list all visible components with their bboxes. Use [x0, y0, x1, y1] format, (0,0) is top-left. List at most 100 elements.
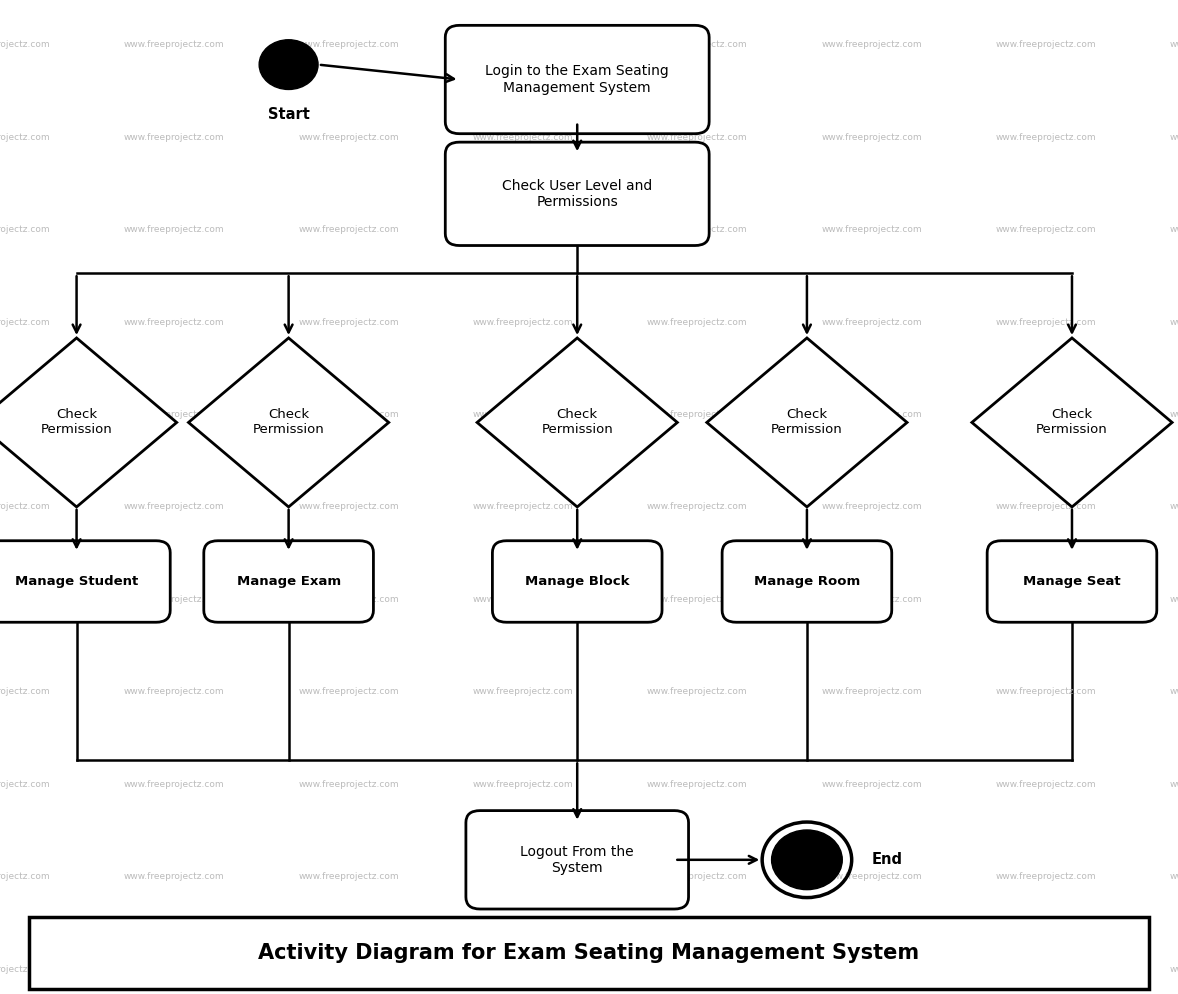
- Text: www.freeprojectz.com: www.freeprojectz.com: [0, 317, 51, 327]
- Text: Check
Permission: Check Permission: [41, 409, 112, 436]
- Text: www.freeprojectz.com: www.freeprojectz.com: [0, 132, 51, 142]
- Text: www.freeprojectz.com: www.freeprojectz.com: [0, 410, 51, 419]
- FancyBboxPatch shape: [29, 917, 1149, 989]
- FancyBboxPatch shape: [722, 541, 892, 622]
- Text: Start: Start: [267, 107, 310, 122]
- Text: www.freeprojectz.com: www.freeprojectz.com: [821, 317, 922, 327]
- Text: www.freeprojectz.com: www.freeprojectz.com: [472, 594, 574, 604]
- Text: Manage Block: Manage Block: [525, 575, 629, 588]
- Text: www.freeprojectz.com: www.freeprojectz.com: [472, 872, 574, 882]
- Text: www.freeprojectz.com: www.freeprojectz.com: [647, 687, 748, 697]
- Text: Check
Permission: Check Permission: [542, 409, 613, 436]
- Text: www.freeprojectz.com: www.freeprojectz.com: [821, 225, 922, 235]
- Text: www.freeprojectz.com: www.freeprojectz.com: [995, 779, 1097, 789]
- FancyBboxPatch shape: [987, 541, 1157, 622]
- Text: www.freeprojectz.com: www.freeprojectz.com: [647, 317, 748, 327]
- Polygon shape: [972, 338, 1172, 507]
- Circle shape: [259, 40, 318, 89]
- Text: www.freeprojectz.com: www.freeprojectz.com: [821, 872, 922, 882]
- Text: Manage Seat: Manage Seat: [1024, 575, 1120, 588]
- Text: www.freeprojectz.com: www.freeprojectz.com: [1170, 687, 1178, 697]
- Text: www.freeprojectz.com: www.freeprojectz.com: [0, 225, 51, 235]
- Text: Check
Permission: Check Permission: [772, 409, 842, 436]
- Circle shape: [772, 830, 842, 890]
- Text: Activity Diagram for Exam Seating Management System: Activity Diagram for Exam Seating Manage…: [258, 943, 920, 963]
- Text: www.freeprojectz.com: www.freeprojectz.com: [647, 594, 748, 604]
- Text: www.freeprojectz.com: www.freeprojectz.com: [821, 410, 922, 419]
- Text: www.freeprojectz.com: www.freeprojectz.com: [472, 502, 574, 512]
- Text: www.freeprojectz.com: www.freeprojectz.com: [1170, 132, 1178, 142]
- Text: www.freeprojectz.com: www.freeprojectz.com: [0, 964, 51, 974]
- Text: Manage Student: Manage Student: [15, 575, 138, 588]
- Text: www.freeprojectz.com: www.freeprojectz.com: [995, 40, 1097, 50]
- Text: www.freeprojectz.com: www.freeprojectz.com: [124, 40, 225, 50]
- Text: www.freeprojectz.com: www.freeprojectz.com: [298, 872, 399, 882]
- Text: www.freeprojectz.com: www.freeprojectz.com: [821, 594, 922, 604]
- FancyBboxPatch shape: [492, 541, 662, 622]
- Polygon shape: [477, 338, 677, 507]
- FancyBboxPatch shape: [445, 142, 709, 246]
- Text: www.freeprojectz.com: www.freeprojectz.com: [298, 964, 399, 974]
- Text: Check
Permission: Check Permission: [253, 409, 324, 436]
- Text: End: End: [872, 852, 902, 868]
- Text: www.freeprojectz.com: www.freeprojectz.com: [298, 687, 399, 697]
- Text: www.freeprojectz.com: www.freeprojectz.com: [0, 779, 51, 789]
- Text: www.freeprojectz.com: www.freeprojectz.com: [995, 964, 1097, 974]
- FancyBboxPatch shape: [0, 541, 170, 622]
- Text: www.freeprojectz.com: www.freeprojectz.com: [298, 779, 399, 789]
- Text: www.freeprojectz.com: www.freeprojectz.com: [1170, 594, 1178, 604]
- Text: www.freeprojectz.com: www.freeprojectz.com: [472, 225, 574, 235]
- Text: www.freeprojectz.com: www.freeprojectz.com: [0, 40, 51, 50]
- Text: www.freeprojectz.com: www.freeprojectz.com: [647, 225, 748, 235]
- Text: www.freeprojectz.com: www.freeprojectz.com: [298, 225, 399, 235]
- Text: www.freeprojectz.com: www.freeprojectz.com: [1170, 779, 1178, 789]
- Text: www.freeprojectz.com: www.freeprojectz.com: [298, 40, 399, 50]
- Text: Check User Level and
Permissions: Check User Level and Permissions: [502, 179, 653, 209]
- Polygon shape: [188, 338, 389, 507]
- Text: www.freeprojectz.com: www.freeprojectz.com: [647, 502, 748, 512]
- Text: www.freeprojectz.com: www.freeprojectz.com: [0, 594, 51, 604]
- Text: www.freeprojectz.com: www.freeprojectz.com: [124, 132, 225, 142]
- Text: www.freeprojectz.com: www.freeprojectz.com: [124, 872, 225, 882]
- Text: www.freeprojectz.com: www.freeprojectz.com: [995, 502, 1097, 512]
- Text: www.freeprojectz.com: www.freeprojectz.com: [647, 964, 748, 974]
- Text: www.freeprojectz.com: www.freeprojectz.com: [995, 317, 1097, 327]
- Text: www.freeprojectz.com: www.freeprojectz.com: [472, 687, 574, 697]
- Text: www.freeprojectz.com: www.freeprojectz.com: [472, 317, 574, 327]
- Text: www.freeprojectz.com: www.freeprojectz.com: [298, 594, 399, 604]
- Text: www.freeprojectz.com: www.freeprojectz.com: [647, 410, 748, 419]
- Text: www.freeprojectz.com: www.freeprojectz.com: [0, 687, 51, 697]
- Text: Login to the Exam Seating
Management System: Login to the Exam Seating Management Sys…: [485, 65, 669, 94]
- Text: www.freeprojectz.com: www.freeprojectz.com: [298, 502, 399, 512]
- Text: www.freeprojectz.com: www.freeprojectz.com: [124, 964, 225, 974]
- FancyBboxPatch shape: [445, 25, 709, 133]
- Text: www.freeprojectz.com: www.freeprojectz.com: [1170, 964, 1178, 974]
- Text: www.freeprojectz.com: www.freeprojectz.com: [298, 132, 399, 142]
- Text: www.freeprojectz.com: www.freeprojectz.com: [0, 872, 51, 882]
- Text: www.freeprojectz.com: www.freeprojectz.com: [472, 410, 574, 419]
- Text: www.freeprojectz.com: www.freeprojectz.com: [821, 502, 922, 512]
- Text: www.freeprojectz.com: www.freeprojectz.com: [472, 40, 574, 50]
- Text: www.freeprojectz.com: www.freeprojectz.com: [124, 502, 225, 512]
- Text: Logout From the
System: Logout From the System: [521, 845, 634, 875]
- Polygon shape: [0, 338, 177, 507]
- Text: www.freeprojectz.com: www.freeprojectz.com: [124, 410, 225, 419]
- Text: www.freeprojectz.com: www.freeprojectz.com: [995, 225, 1097, 235]
- Text: www.freeprojectz.com: www.freeprojectz.com: [995, 132, 1097, 142]
- Text: www.freeprojectz.com: www.freeprojectz.com: [821, 40, 922, 50]
- Text: www.freeprojectz.com: www.freeprojectz.com: [124, 779, 225, 789]
- FancyBboxPatch shape: [465, 811, 688, 909]
- Text: Check
Permission: Check Permission: [1037, 409, 1107, 436]
- Text: www.freeprojectz.com: www.freeprojectz.com: [124, 687, 225, 697]
- Text: www.freeprojectz.com: www.freeprojectz.com: [995, 594, 1097, 604]
- Text: www.freeprojectz.com: www.freeprojectz.com: [0, 502, 51, 512]
- Text: Manage Exam: Manage Exam: [237, 575, 340, 588]
- Text: www.freeprojectz.com: www.freeprojectz.com: [995, 687, 1097, 697]
- Text: www.freeprojectz.com: www.freeprojectz.com: [1170, 502, 1178, 512]
- Polygon shape: [707, 338, 907, 507]
- Text: www.freeprojectz.com: www.freeprojectz.com: [995, 410, 1097, 419]
- Text: www.freeprojectz.com: www.freeprojectz.com: [124, 594, 225, 604]
- Text: www.freeprojectz.com: www.freeprojectz.com: [821, 687, 922, 697]
- Text: www.freeprojectz.com: www.freeprojectz.com: [1170, 872, 1178, 882]
- Text: www.freeprojectz.com: www.freeprojectz.com: [472, 779, 574, 789]
